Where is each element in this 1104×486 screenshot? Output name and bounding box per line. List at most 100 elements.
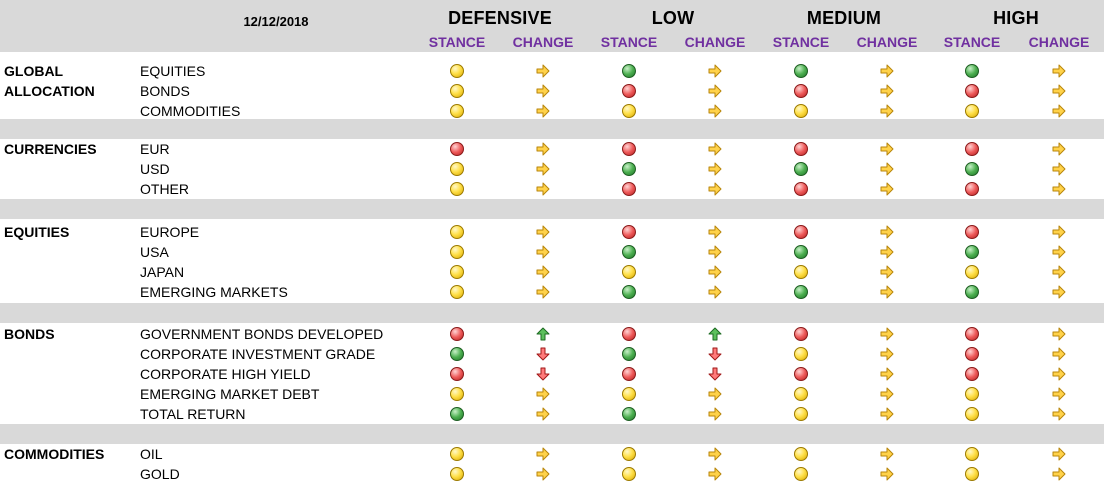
arrow-right-icon	[880, 367, 894, 381]
arrow-right-icon	[708, 245, 722, 259]
stance-green-icon	[965, 64, 979, 78]
stance-yellow-icon	[450, 447, 464, 461]
change-header: CHANGE	[856, 34, 918, 50]
arrow-right-icon	[880, 104, 894, 118]
row-label-corporate-investment-grade: CORPORATE INVESTMENT GRADE	[140, 346, 376, 362]
row-label-oil: OIL	[140, 446, 163, 462]
arrow-right-icon	[536, 407, 550, 421]
arrow-right-icon	[1052, 162, 1066, 176]
stance-yellow-icon	[794, 265, 808, 279]
row-label-gold: GOLD	[140, 466, 180, 482]
section-separator	[0, 119, 1104, 139]
stance-green-icon	[794, 245, 808, 259]
stance-red-icon	[450, 367, 464, 381]
section-title-commodities: COMMODITIES	[4, 446, 105, 462]
stance-red-icon	[965, 225, 979, 239]
profile-header-low: LOW	[651, 8, 695, 28]
arrow-down-icon	[536, 367, 550, 381]
row-label-emerging-markets: EMERGING MARKETS	[140, 284, 288, 300]
stance-red-icon	[622, 84, 636, 98]
row-label-emerging-market-debt: EMERGING MARKET DEBT	[140, 386, 320, 402]
row-label-bonds: BONDS	[140, 83, 190, 99]
arrow-right-icon	[536, 285, 550, 299]
arrow-down-icon	[708, 367, 722, 381]
stance-green-icon	[622, 64, 636, 78]
stance-red-icon	[622, 182, 636, 196]
stance-yellow-icon	[450, 104, 464, 118]
stance-red-icon	[450, 142, 464, 156]
stance-red-icon	[965, 182, 979, 196]
stance-yellow-icon	[450, 64, 464, 78]
stance-red-icon	[965, 347, 979, 361]
arrow-right-icon	[880, 447, 894, 461]
arrow-right-icon	[1052, 84, 1066, 98]
arrow-right-icon	[536, 162, 550, 176]
stance-yellow-icon	[450, 467, 464, 481]
arrow-right-icon	[1052, 467, 1066, 481]
stance-green-icon	[450, 407, 464, 421]
arrow-right-icon	[536, 182, 550, 196]
arrow-right-icon	[536, 447, 550, 461]
profile-header-high: HIGH	[993, 8, 1039, 28]
arrow-right-icon	[536, 387, 550, 401]
arrow-right-icon	[880, 225, 894, 239]
arrow-right-icon	[1052, 142, 1066, 156]
stance-yellow-icon	[965, 447, 979, 461]
stance-red-icon	[622, 327, 636, 341]
stance-yellow-icon	[450, 245, 464, 259]
stance-yellow-icon	[450, 285, 464, 299]
arrow-right-icon	[1052, 64, 1066, 78]
arrow-right-icon	[708, 162, 722, 176]
stance-yellow-icon	[794, 447, 808, 461]
stance-green-icon	[794, 162, 808, 176]
profile-header-defensive: DEFENSIVE	[448, 8, 552, 28]
row-label-commodities: COMMODITIES	[140, 103, 241, 119]
stance-header: STANCE	[772, 34, 830, 50]
arrow-right-icon	[708, 142, 722, 156]
arrow-right-icon	[536, 245, 550, 259]
stance-green-icon	[622, 347, 636, 361]
section-title-equities: EQUITIES	[4, 224, 70, 240]
stance-yellow-icon	[450, 265, 464, 279]
stance-green-icon	[450, 347, 464, 361]
stance-yellow-icon	[965, 467, 979, 481]
arrow-right-icon	[880, 265, 894, 279]
section-separator	[0, 303, 1104, 323]
arrow-right-icon	[536, 225, 550, 239]
stance-yellow-icon	[622, 265, 636, 279]
arrow-right-icon	[880, 327, 894, 341]
arrow-right-icon	[1052, 327, 1066, 341]
arrow-right-icon	[880, 64, 894, 78]
stance-red-icon	[794, 84, 808, 98]
stance-green-icon	[794, 64, 808, 78]
arrow-right-icon	[536, 104, 550, 118]
stance-yellow-icon	[965, 387, 979, 401]
row-label-other: OTHER	[140, 181, 189, 197]
stance-red-icon	[794, 225, 808, 239]
arrow-right-icon	[1052, 347, 1066, 361]
stance-red-icon	[965, 84, 979, 98]
arrow-right-icon	[1052, 245, 1066, 259]
arrow-right-icon	[880, 245, 894, 259]
arrow-right-icon	[880, 407, 894, 421]
stance-yellow-icon	[794, 407, 808, 421]
row-label-usd: USD	[140, 161, 170, 177]
arrow-down-icon	[708, 347, 722, 361]
stance-green-icon	[965, 245, 979, 259]
arrow-right-icon	[1052, 447, 1066, 461]
stance-red-icon	[965, 327, 979, 341]
stance-red-icon	[965, 367, 979, 381]
arrow-right-icon	[536, 265, 550, 279]
change-header: CHANGE	[1028, 34, 1090, 50]
stance-header: STANCE	[943, 34, 1001, 50]
stance-red-icon	[794, 182, 808, 196]
arrow-right-icon	[536, 142, 550, 156]
section-title-currencies: CURRENCIES	[4, 141, 97, 157]
section-title-global-allocation: GLOBAL	[4, 63, 64, 79]
arrow-right-icon	[708, 467, 722, 481]
arrow-right-icon	[708, 387, 722, 401]
change-header: CHANGE	[684, 34, 746, 50]
row-label-europe: EUROPE	[140, 224, 200, 240]
arrow-right-icon	[1052, 104, 1066, 118]
arrow-right-icon	[708, 447, 722, 461]
